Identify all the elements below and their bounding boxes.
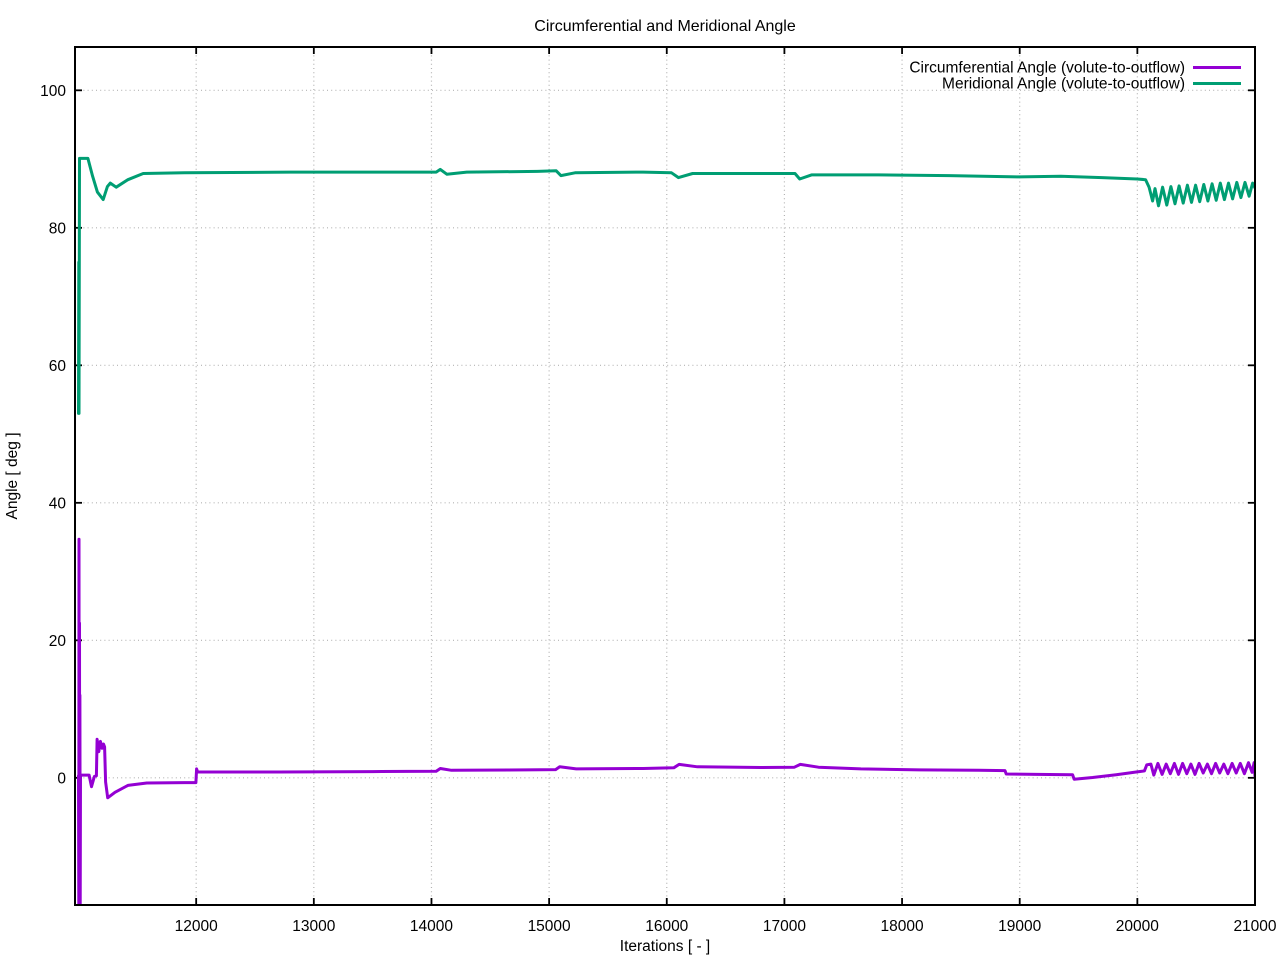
x-tick-label: 20000 [1116,918,1159,935]
legend-label-circumferential-angle: Circumferential Angle (volute-to-outflow… [909,60,1185,77]
legend-label-meridional-angle: Meridional Angle (volute-to-outflow) [942,76,1185,93]
y-tick-label: 60 [49,358,67,375]
y-axis-label: Angle [ deg ] [4,432,21,519]
x-tick-label: 21000 [1233,918,1276,935]
x-tick-labels: 12000 13000 14000 15000 16000 17000 18000 19000… [175,918,1277,935]
grid [75,47,1255,905]
series-lines [77,156,1255,905]
y-tick-label: 80 [49,220,67,237]
x-tick-label: 16000 [645,918,688,935]
x-tick-label: 13000 [292,918,335,935]
axis-ticks [75,47,1256,905]
x-tick-label: 12000 [175,918,218,935]
x-tick-label: 17000 [763,918,806,935]
x-tick-label: 14000 [410,918,453,935]
x-axis-label: Iterations [ - ] [620,938,710,955]
chart-title: Circumferential and Meridional Angle [534,18,796,35]
series-line-meridional [77,156,1255,415]
y-tick-label: 0 [57,770,66,787]
x-tick-label: 18000 [881,918,924,935]
plot-border [74,46,1256,906]
x-tick-label: 15000 [528,918,571,935]
y-tick-label: 20 [49,633,67,650]
legend: Circumferential Angle (volute-to-outflow… [909,60,1241,93]
y-tick-labels: 0 20 40 60 80 100 [40,83,66,788]
y-tick-label: 100 [40,83,66,100]
x-tick-label: 19000 [998,918,1041,935]
series-line-circumferential [77,537,1255,905]
y-tick-label: 40 [49,495,67,512]
